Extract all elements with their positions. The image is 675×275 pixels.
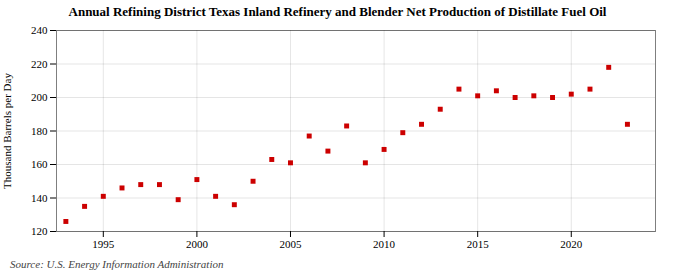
svg-text:2015: 2015 (467, 238, 490, 250)
svg-text:220: 220 (31, 58, 48, 70)
svg-text:Thousand Barrels per Day: Thousand Barrels per Day (1, 73, 13, 189)
svg-text:160: 160 (31, 158, 48, 170)
svg-text:240: 240 (31, 24, 48, 36)
html-text:Source: U.S. Energy Informatio: Source: U.S. Energy Information Administ… (10, 258, 224, 270)
svg-text:200: 200 (31, 91, 48, 103)
svg-text:180: 180 (31, 125, 48, 137)
html-text:Annual Refining District Texas: Annual Refining District Texas Inland Re… (68, 4, 607, 19)
svg-text:1995: 1995 (92, 238, 115, 250)
svg-text:120: 120 (31, 225, 48, 237)
svg-text:140: 140 (31, 192, 48, 204)
svg-text:2020: 2020 (560, 238, 583, 250)
svg-text:2000: 2000 (186, 238, 209, 250)
svg-text:2010: 2010 (373, 238, 396, 250)
svg-text:2005: 2005 (279, 238, 302, 250)
